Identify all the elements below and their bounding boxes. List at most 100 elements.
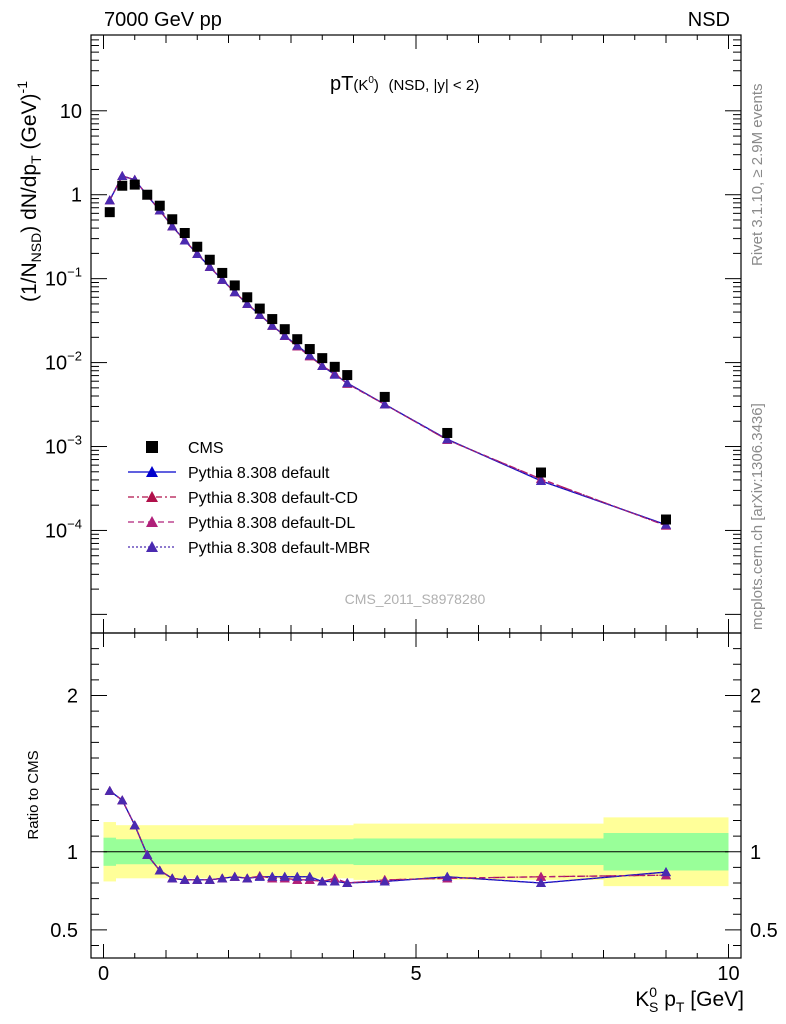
legend-label: CMS bbox=[188, 440, 224, 457]
ratio-y-tick-label-left: 2 bbox=[67, 686, 78, 708]
ratio-series-line bbox=[109, 790, 667, 884]
x-axis-label: K0 S pT [GeV] bbox=[635, 984, 744, 1015]
ratio-data-point-triangle bbox=[104, 785, 115, 795]
cms-data-point bbox=[267, 314, 278, 325]
main-data-point-triangle bbox=[254, 309, 265, 319]
x-tick-label: 10 bbox=[717, 963, 739, 985]
main-data-point-triangle bbox=[317, 361, 328, 371]
main-data-point-triangle bbox=[379, 399, 390, 409]
ratio-data-point-triangle bbox=[267, 871, 278, 881]
main-y-axis-label: (1/NNSD) dN/dpT (GeV)-1 bbox=[14, 81, 44, 302]
main-y-tick-label: 10 bbox=[60, 101, 82, 123]
tick-base: 10 bbox=[45, 520, 67, 542]
ratio-y-tick-label-right: 0.5 bbox=[750, 920, 778, 942]
legend-marker-cms bbox=[146, 441, 158, 453]
main-y-tick-label: 10−3 bbox=[45, 433, 82, 459]
legend-marker-triangle bbox=[146, 466, 158, 477]
main-title-sup: 0 bbox=[368, 75, 374, 86]
main-title-main: pT bbox=[330, 73, 353, 95]
main-data-point-triangle bbox=[442, 434, 453, 444]
cms-data-point bbox=[167, 214, 178, 225]
cms-data-point bbox=[317, 353, 328, 364]
cms-data-point bbox=[129, 179, 140, 190]
main-data-point-triangle bbox=[229, 287, 240, 297]
x-tick-label: 0 bbox=[98, 963, 109, 985]
cms-data-point bbox=[536, 467, 546, 478]
ratio-data-point-triangle bbox=[292, 871, 303, 881]
main-y-tick-label: 10−2 bbox=[45, 349, 82, 375]
cms-data-point bbox=[442, 427, 453, 438]
tick-base: 10 bbox=[45, 353, 67, 375]
cms-data-point bbox=[329, 361, 340, 372]
main-data-point-triangle bbox=[204, 261, 215, 271]
tick-base: 1 bbox=[71, 185, 82, 207]
cms-data-point bbox=[142, 189, 153, 200]
cms-data-point bbox=[229, 280, 240, 291]
main-y-tick-label: 1 bbox=[71, 185, 82, 207]
cms-data-point bbox=[117, 180, 128, 191]
main-title-particle: (K bbox=[353, 77, 368, 94]
ratio-data-point-triangle bbox=[279, 871, 290, 881]
ratio-data-point-triangle bbox=[661, 867, 671, 877]
xlabel-sub2: T bbox=[676, 999, 685, 1015]
header-right-label: NSD bbox=[688, 9, 730, 31]
main-y-tick-label: 10−1 bbox=[45, 265, 82, 291]
cms-data-point bbox=[342, 370, 353, 381]
ratio-data-point-triangle bbox=[154, 865, 165, 875]
main-data-point-triangle bbox=[117, 171, 128, 181]
cms-data-point bbox=[179, 227, 190, 238]
ylabel-sub2: T bbox=[28, 155, 44, 164]
analysis-watermark: CMS_2011_S8978280 bbox=[345, 591, 486, 607]
xlabel-part-a: K bbox=[635, 988, 649, 1011]
main-data-point-triangle bbox=[304, 350, 315, 360]
ratio-data-point-triangle bbox=[329, 876, 340, 886]
cms-data-point bbox=[304, 344, 315, 355]
ylabel-part-a: (1/N bbox=[18, 262, 41, 302]
main-data-point-triangle bbox=[292, 340, 303, 350]
main-title-sub: (NSD, |y| < 2) bbox=[388, 77, 479, 94]
xlabel-sub: S bbox=[649, 999, 658, 1015]
cms-data-point bbox=[661, 514, 671, 525]
ratio-data-point-triangle bbox=[117, 795, 128, 805]
tick-base: 10 bbox=[60, 101, 82, 123]
legend-marker-triangle bbox=[146, 516, 158, 527]
x-tick-label: 5 bbox=[410, 963, 421, 985]
main-data-point-triangle bbox=[217, 274, 228, 284]
ratio-data-point-triangle bbox=[167, 873, 178, 883]
main-data-point-triangle bbox=[536, 475, 546, 485]
main-series-layer bbox=[104, 171, 671, 530]
main-data-point-triangle bbox=[167, 221, 178, 231]
cms-data-point bbox=[204, 254, 215, 265]
ratio-data-point-triangle bbox=[342, 878, 353, 887]
ratio-data-point-triangle bbox=[129, 820, 140, 830]
legend-marker-triangle bbox=[146, 541, 158, 552]
ylabel-sub: NSD bbox=[28, 233, 44, 263]
tick-exponent: −3 bbox=[67, 433, 82, 448]
ratio-y-axis-label: Ratio to CMS bbox=[25, 750, 42, 839]
tick-exponent: −4 bbox=[67, 516, 82, 531]
ratio-data-point-triangle bbox=[242, 873, 253, 883]
main-data-point-triangle bbox=[279, 330, 290, 340]
main-title: pT(K0) (NSD, |y| < 2) bbox=[330, 73, 479, 95]
ratio-y-tick-label-right: 2 bbox=[750, 686, 761, 708]
main-series-line bbox=[109, 175, 667, 527]
ratio-data-point-triangle bbox=[142, 849, 153, 859]
cms-data-point bbox=[279, 324, 290, 335]
main-data-point-triangle bbox=[242, 298, 253, 308]
ratio-y-tick-label-right: 1 bbox=[750, 842, 761, 864]
ratio-data-point-triangle bbox=[229, 871, 240, 881]
legend-label: Pythia 8.308 default-DL bbox=[188, 515, 355, 532]
ratio-data-point-triangle bbox=[379, 876, 390, 886]
main-data-point-triangle bbox=[104, 195, 115, 205]
ratio-data-point-triangle bbox=[317, 876, 328, 886]
cms-data-point bbox=[242, 292, 253, 303]
legend-marker-triangle bbox=[146, 491, 158, 502]
legend: CMS Pythia 8.308 default Pythia 8.308 defa… bbox=[128, 440, 370, 557]
ratio-data-point-triangle bbox=[254, 871, 265, 881]
tick-exponent: −2 bbox=[67, 349, 82, 364]
cms-data-point bbox=[104, 207, 115, 218]
tick-base: 10 bbox=[45, 437, 67, 459]
tick-base: 10 bbox=[45, 269, 67, 291]
ratio-data-point-triangle bbox=[192, 874, 203, 884]
